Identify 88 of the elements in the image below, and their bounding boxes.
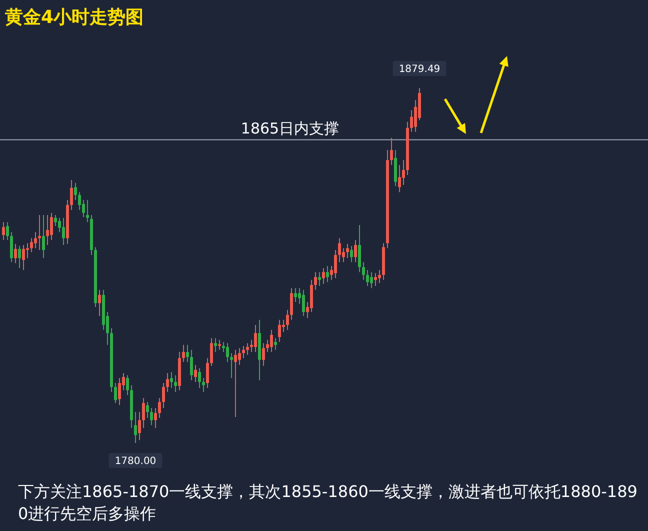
candlestick [374, 272, 377, 286]
candlestick [230, 352, 233, 379]
candlestick [54, 214, 57, 227]
candlestick [238, 348, 241, 366]
candlestick [262, 342, 265, 366]
candlestick [318, 272, 321, 286]
candlestick [198, 368, 201, 389]
candlestick [194, 364, 197, 382]
candlestick [150, 408, 153, 426]
candlestick [70, 180, 73, 210]
candlestick [254, 324, 257, 353]
candlestick [206, 358, 209, 389]
candlestick [350, 246, 353, 263]
candlestick [274, 338, 277, 350]
candlestick [174, 374, 177, 392]
candlestick [346, 243, 349, 259]
candlestick [402, 160, 405, 186]
candlestick [270, 329, 273, 353]
candlestick [10, 232, 13, 263]
candlestick [86, 200, 89, 223]
candlestick [234, 349, 237, 418]
candlestick [154, 408, 157, 429]
candlestick [242, 345, 245, 359]
candlestick [74, 182, 77, 201]
candlestick [362, 262, 365, 280]
chart-title: 黄金4小时走势图 [4, 7, 144, 28]
candlestick [162, 382, 165, 409]
candlestick [370, 272, 373, 289]
candlestick [358, 224, 361, 273]
candlestick [18, 246, 21, 269]
candlestick [378, 269, 381, 284]
candlestick [134, 411, 137, 444]
candlestick [46, 214, 49, 246]
candlestick [266, 339, 269, 353]
candlestick [26, 242, 29, 259]
candlestick [290, 288, 293, 320]
candlestick [278, 319, 281, 343]
candlestick [202, 378, 205, 392]
candlestick [142, 398, 145, 429]
candlestick [182, 344, 185, 362]
candlestick [354, 239, 357, 263]
candlestick [286, 309, 289, 330]
candlestick [98, 289, 101, 316]
candlestick [294, 288, 297, 303]
candlestick [214, 338, 217, 353]
candlestick [126, 374, 129, 396]
candlestick [2, 222, 5, 240]
candlestick [34, 232, 37, 249]
candlestick [14, 243, 17, 264]
candlestick [50, 212, 53, 240]
candlestick [398, 164, 401, 193]
candlestick [246, 342, 249, 356]
candlestick [410, 110, 413, 132]
candlestick [186, 344, 189, 362]
candlestick [146, 401, 149, 419]
candlestick [282, 319, 285, 333]
candlestick [114, 382, 117, 404]
candlestick [338, 238, 341, 263]
candlestick [78, 192, 81, 210]
candlestick [314, 272, 317, 290]
candlestick [118, 378, 121, 406]
candlestick [394, 150, 397, 187]
candlestick [218, 339, 221, 350]
candlestick [22, 244, 25, 270]
candlestick [222, 342, 225, 353]
candlestick [390, 137, 393, 166]
candlestick [170, 371, 173, 389]
candlestick [42, 214, 45, 259]
annotation: 1879.49 [398, 64, 440, 75]
candlestick [38, 214, 41, 250]
candlestick [138, 411, 141, 441]
candlestick [210, 338, 213, 366]
candlestick [302, 289, 305, 316]
ref-line-label: 1865日内支撑 [240, 120, 340, 138]
candlestick [6, 222, 9, 240]
candlestick [366, 269, 369, 286]
candlestick [334, 249, 337, 279]
candlestick [326, 266, 329, 283]
candlestick [166, 372, 169, 392]
candlestick [322, 268, 325, 284]
candlestick [226, 342, 229, 362]
candlestick [30, 238, 33, 253]
annotation: 1780.00 [114, 456, 156, 467]
candlestick [158, 398, 161, 419]
candlestick [190, 349, 193, 381]
candlestick [310, 279, 313, 313]
candlestick [62, 217, 65, 246]
text: 下方关注1865-1870一线支撑，其次1855-1860一线支撑，激进者也可依托1880-1890进行先空后多操作 [18, 481, 638, 525]
